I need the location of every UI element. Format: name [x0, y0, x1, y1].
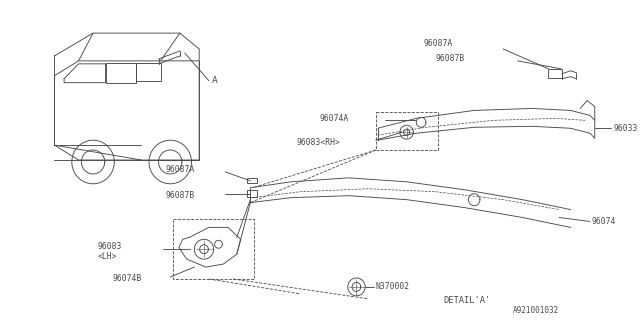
- Text: 96083
<LH>: 96083 <LH>: [98, 242, 122, 261]
- Text: 96083<RH>: 96083<RH>: [296, 138, 340, 147]
- Text: 96074B: 96074B: [113, 275, 141, 284]
- Bar: [376, 112, 438, 150]
- Bar: [248, 178, 257, 183]
- Text: DETAIL'A': DETAIL'A': [444, 296, 490, 305]
- Text: A: A: [212, 76, 218, 85]
- Text: 96087A: 96087A: [423, 38, 452, 48]
- Text: 96074: 96074: [592, 217, 616, 226]
- Text: 96087A: 96087A: [165, 165, 195, 174]
- Text: 96074A: 96074A: [320, 114, 349, 123]
- Bar: [173, 220, 254, 279]
- Text: N370002: N370002: [376, 282, 410, 292]
- Text: 96087B: 96087B: [436, 54, 465, 63]
- Text: 96087B: 96087B: [165, 191, 195, 200]
- Bar: [248, 190, 257, 197]
- Bar: [548, 69, 562, 78]
- Text: A921001032: A921001032: [513, 306, 559, 315]
- Text: 96033: 96033: [613, 124, 637, 133]
